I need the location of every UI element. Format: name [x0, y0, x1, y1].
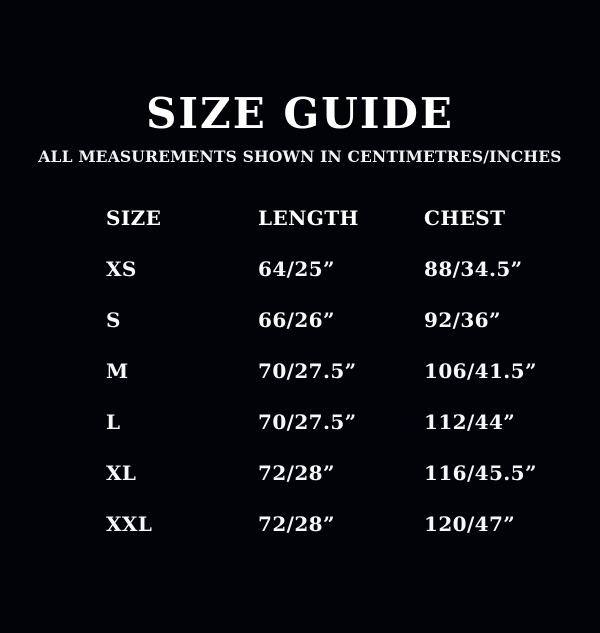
- size-cell-xs: XS: [106, 256, 137, 281]
- measurements-subtitle: ALL MEASUREMENTS SHOWN IN CENTIMETRES/IN…: [38, 147, 562, 166]
- chest-cell-xl: 116/45.5”: [424, 460, 537, 485]
- length-cell-l: 70/27.5”: [258, 409, 357, 434]
- chest-cell-s: 92/36”: [424, 307, 501, 332]
- size-cell-m: M: [106, 358, 129, 383]
- column-header-chest: CHEST: [424, 205, 506, 230]
- length-cell-s: 66/26”: [258, 307, 335, 332]
- chest-cell-xxl: 120/47”: [424, 511, 516, 536]
- column-header-size: SIZE: [106, 205, 162, 230]
- chest-cell-l: 112/44”: [424, 409, 516, 434]
- length-cell-xxl: 72/28”: [258, 511, 335, 536]
- size-cell-xl: XL: [106, 460, 137, 485]
- chest-cell-xs: 88/34.5”: [424, 256, 523, 281]
- length-cell-xs: 64/25”: [258, 256, 335, 281]
- chest-cell-m: 106/41.5”: [424, 358, 537, 383]
- length-cell-m: 70/27.5”: [258, 358, 357, 383]
- page-title: SIZE GUIDE: [146, 89, 454, 138]
- size-cell-l: L: [106, 409, 121, 434]
- length-cell-xl: 72/28”: [258, 460, 335, 485]
- column-header-length: LENGTH: [258, 205, 359, 230]
- size-cell-s: S: [106, 307, 121, 332]
- size-table: SIZE LENGTH CHEST XS 64/25” 88/34.5” S 6…: [106, 192, 537, 549]
- size-cell-xxl: XXL: [106, 511, 153, 536]
